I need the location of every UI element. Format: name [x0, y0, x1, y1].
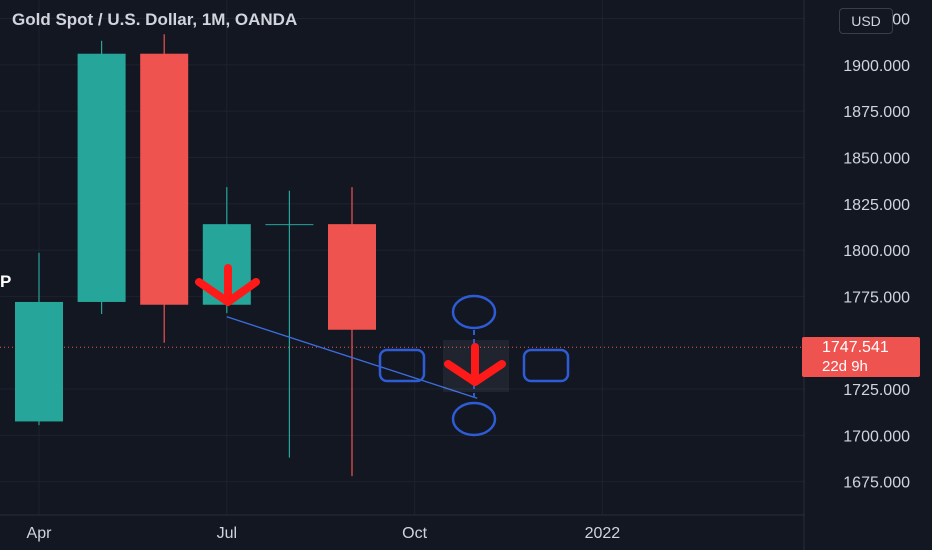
price-tick-label: 1675.000 — [843, 475, 910, 492]
candle-bullish — [77, 40, 126, 315]
time-tick-label: Apr — [27, 525, 53, 542]
currency-button[interactable]: USD — [839, 8, 893, 34]
price-tick-label: 1900.000 — [843, 58, 910, 75]
last-price-tag: 1747.541 22d 9h — [802, 337, 920, 377]
candle-bullish — [15, 252, 63, 426]
time-tick-label: Jul — [217, 525, 237, 542]
time-axis[interactable]: Apr Jul Oct 2022 — [27, 525, 621, 542]
time-tick-label: 2022 — [585, 525, 621, 542]
price-tick-label: 1875.000 — [843, 104, 910, 121]
candle-bullish — [265, 190, 314, 458]
candle-body — [140, 53, 189, 305]
price-tick-label: 1700.000 — [843, 428, 910, 445]
candle-body — [77, 53, 126, 302]
symbol-title: Gold Spot / U.S. Dollar, 1M, OANDA — [12, 10, 298, 29]
bottom-circle-shape[interactable] — [451, 401, 497, 437]
candle-bearish — [140, 34, 189, 343]
candle-body — [265, 224, 314, 226]
price-tick-label: 1850.000 — [843, 150, 910, 167]
trend-line[interactable] — [226, 316, 478, 399]
candle-body — [15, 301, 63, 422]
left-box-shape[interactable] — [378, 348, 426, 383]
price-axis[interactable]: 1925.0001900.0001875.0001850.0001825.000… — [843, 12, 910, 492]
side-label: P — [0, 272, 12, 291]
price-tick-label: 1825.000 — [843, 197, 910, 214]
last-price-value: 1747.541 — [822, 339, 889, 356]
down-arrow-icon[interactable] — [444, 343, 506, 386]
top-circle-shape[interactable] — [451, 294, 497, 330]
price-tick-label: 1725.000 — [843, 382, 910, 399]
time-tick-label: Oct — [402, 525, 427, 542]
bar-countdown: 22d 9h — [822, 358, 868, 375]
price-tick-label: 1800.000 — [843, 243, 910, 260]
candle-body — [328, 224, 376, 330]
price-tick-label: 1775.000 — [843, 289, 910, 306]
down-arrow-icon[interactable] — [195, 264, 260, 306]
right-box-shape[interactable] — [522, 348, 570, 383]
grid — [0, 0, 804, 515]
candle-bearish — [328, 187, 376, 477]
candles — [15, 34, 376, 477]
annotation-shapes[interactable] — [378, 294, 570, 437]
